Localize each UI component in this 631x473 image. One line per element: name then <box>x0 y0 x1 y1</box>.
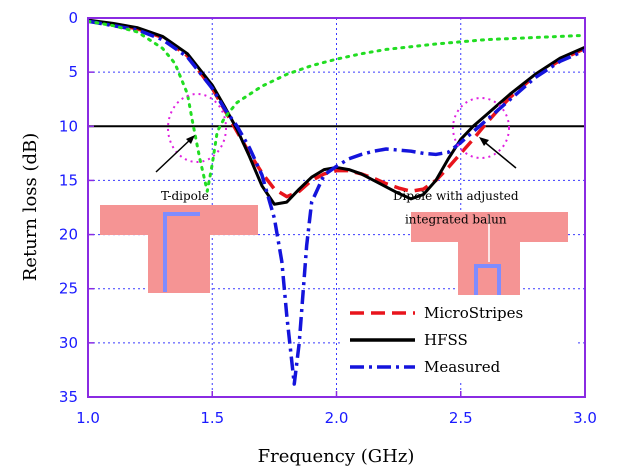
t-dipole-feed <box>163 212 200 292</box>
legend: MicroStripes HFSS Measured <box>340 295 575 380</box>
annotation-layer: T-dipole Dipole with adjusted integrated b… <box>161 189 519 227</box>
balun-ellipse <box>452 97 510 159</box>
annotation-text-1: Dipole with adjusted <box>393 189 519 203</box>
x-tick-label: 1.0 <box>76 409 100 427</box>
y-tick-label: 25 <box>59 280 78 298</box>
y-tick-label: 5 <box>68 63 78 81</box>
annotation-text-0: T-dipole <box>161 189 209 203</box>
x-tick-label: 2.0 <box>325 409 349 427</box>
annotation-text-2: integrated balun <box>405 213 507 227</box>
legend-label-microstripes: MicroStripes <box>424 304 523 322</box>
t-dipole-inset <box>100 205 258 293</box>
series-line-hfss <box>88 18 585 206</box>
balun-inset <box>411 212 568 298</box>
y-tick-label: 15 <box>59 171 78 189</box>
x-tick-label: 3.0 <box>573 409 597 427</box>
y-tick-label: 35 <box>59 388 78 406</box>
balun-feed <box>474 264 501 298</box>
t-dipole-ellipse <box>167 93 227 163</box>
x-axis-label: Frequency (GHz) <box>258 446 415 467</box>
highlight-ellipses <box>167 93 510 163</box>
x-tick-label: 2.5 <box>449 409 473 427</box>
insets <box>100 205 568 298</box>
x-tick-label: 1.5 <box>200 409 224 427</box>
legend-label-hfss: HFSS <box>424 331 468 349</box>
series-line-unlabeled-3 <box>88 19 585 193</box>
balun-arrowhead <box>479 137 489 146</box>
legend-label-measured: Measured <box>424 358 501 376</box>
y-tick-label: 10 <box>59 117 78 135</box>
t-dipole-patch-stem <box>148 233 210 293</box>
annotation-arrows <box>155 135 517 173</box>
y-tick-label: 0 <box>68 9 78 27</box>
balun-arrow <box>481 139 517 169</box>
y-tick-label: 30 <box>59 334 78 352</box>
tick-layer: 1.0 1.5 2.0 2.5 3.0 0 5 10 15 20 25 30 35 <box>59 9 597 427</box>
legend-items: MicroStripes HFSS Measured <box>350 304 523 376</box>
y-axis-label: Return loss (dB) <box>20 133 41 282</box>
t-dipole-arrowhead <box>186 135 195 144</box>
t-dipole-arrow <box>155 137 193 173</box>
series-line-measured <box>88 19 585 386</box>
y-tick-label: 20 <box>59 226 78 244</box>
series-layer <box>88 18 585 386</box>
t-dipole-patch-top <box>100 205 258 235</box>
